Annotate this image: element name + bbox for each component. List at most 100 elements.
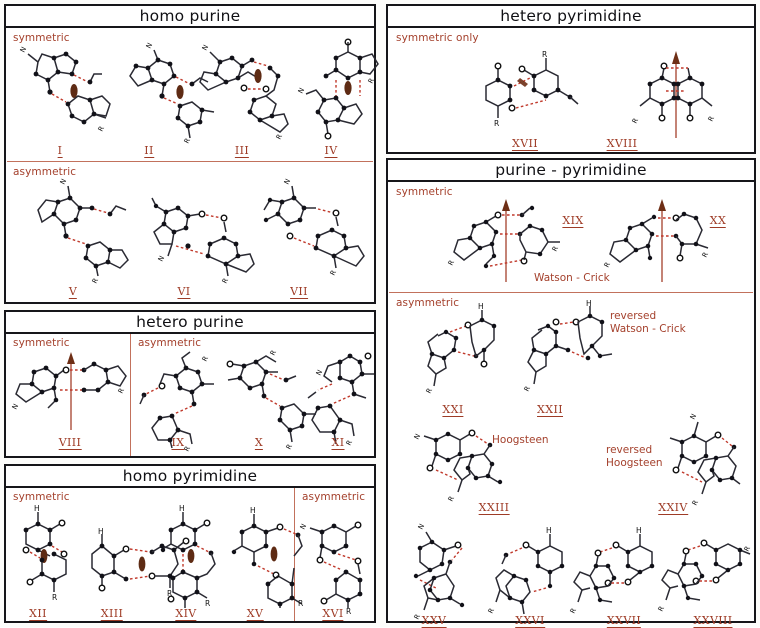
panel-title-hetero-purine: hetero purine	[6, 312, 374, 334]
section-divider-vertical	[130, 334, 131, 456]
panel-title-text: hetero purine	[136, 313, 244, 331]
numeral-I: I	[57, 144, 63, 158]
section-label-symmetric: symmetric	[13, 337, 70, 349]
structure-VIII: N R	[11, 348, 130, 434]
note-reversed-hoogsteen: reversed Hoogsteen	[606, 444, 663, 470]
structure-IV: R	[294, 38, 380, 146]
numeral-III: III	[234, 144, 250, 158]
svg-text:R: R	[167, 589, 172, 598]
svg-text:R: R	[367, 77, 376, 85]
note-line-2: Watson - Crick	[610, 323, 686, 335]
svg-text:R: R	[91, 277, 100, 285]
structure-XXVIII: R	[657, 526, 760, 618]
section-label-asymmetric: asymmetric	[13, 166, 77, 178]
structure-XXVI: H	[487, 526, 586, 618]
svg-text:R: R	[205, 599, 210, 608]
svg-text:R: R	[221, 277, 230, 285]
structure-V: N R	[30, 178, 134, 285]
panel-title-text: hetero pyrimidine	[500, 7, 642, 25]
numeral-IX: IX	[171, 436, 185, 450]
numeral-XXIV: XXIV	[658, 501, 688, 515]
svg-text:R: R	[551, 245, 560, 253]
numeral-XV: XV	[246, 607, 264, 621]
structure-XI: N R	[304, 346, 388, 447]
structure-VI: N R	[146, 188, 256, 285]
numeral-VI: VI	[177, 285, 191, 299]
svg-text:R: R	[631, 117, 640, 125]
panel-body-homo-purine: symmetric N	[6, 28, 379, 302]
svg-text:H: H	[586, 299, 592, 308]
panel-homo-pyrimidine: homo pyrimidine symmetric asymmetric H	[4, 464, 376, 623]
structure-XXIII: N	[404, 420, 514, 516]
structure-XIX: R	[444, 198, 574, 284]
svg-text:R: R	[701, 251, 710, 259]
svg-text:R: R	[707, 115, 716, 123]
note-line-1: reversed	[606, 444, 653, 456]
numeral-XXV: XXV	[421, 614, 447, 628]
svg-text:R: R	[117, 387, 126, 395]
svg-text:R: R	[329, 269, 338, 277]
structure-XIII: H	[88, 527, 198, 604]
svg-text:N: N	[59, 178, 69, 186]
note-line-1: reversed	[610, 310, 657, 322]
section-divider-homo-purine	[7, 161, 373, 162]
section-label-symmetric-only: symmetric only	[396, 32, 479, 44]
structure-IX: R R	[138, 350, 224, 453]
structure-XXV: N	[402, 523, 486, 621]
panel-purine-pyrimidine: purine - pyrimidine symmetric	[386, 158, 756, 628]
svg-text:H: H	[34, 504, 40, 513]
structure-XX: R R	[603, 198, 730, 284]
panel-title-text: purine - pyrimidine	[495, 161, 647, 179]
svg-text:N: N	[417, 523, 427, 531]
dyad-symbol-ellipse	[70, 84, 78, 98]
panel-title-homo-pyrimidine: homo pyrimidine	[6, 466, 374, 488]
svg-text:H: H	[250, 506, 256, 515]
svg-text:R: R	[487, 607, 496, 615]
structure-VII: N	[258, 178, 368, 277]
atom-label-N: N	[19, 46, 29, 54]
svg-text:R: R	[183, 445, 192, 453]
svg-text:N: N	[689, 413, 699, 421]
panel-body-homo-pyrimidine: symmetric asymmetric H	[6, 488, 374, 621]
svg-text:N: N	[315, 369, 325, 377]
panel-title-purine-pyrimidine: purine - pyrimidine	[388, 160, 754, 182]
panel-hetero-purine: hetero purine symmetric asymmetric	[4, 310, 376, 458]
svg-text:R: R	[425, 387, 434, 395]
structure-XXIV: N R	[620, 413, 741, 518]
structure-XVI: N	[299, 512, 376, 616]
structure-XXVII: H	[569, 526, 680, 618]
numeral-XXVIII: XXVIII	[693, 614, 733, 628]
svg-text:R: R	[447, 495, 456, 503]
svg-text:R: R	[345, 439, 354, 447]
svg-text:R: R	[657, 605, 666, 613]
svg-text:N: N	[201, 44, 211, 52]
numeral-VII: VII	[290, 285, 308, 299]
numeral-IV: IV	[324, 144, 338, 158]
svg-text:N: N	[157, 255, 167, 263]
svg-text:R: R	[183, 137, 192, 145]
svg-text:R: R	[275, 133, 284, 141]
svg-text:N: N	[11, 403, 21, 411]
numeral-XIX: XIX	[562, 214, 584, 228]
svg-text:R: R	[201, 355, 210, 363]
svg-text:R: R	[52, 593, 57, 602]
svg-text:R: R	[447, 259, 456, 267]
panel-homo-purine: homo purine symmetric	[4, 4, 379, 304]
svg-text:N: N	[145, 42, 155, 50]
section-label-asymmetric: asymmetric	[396, 297, 460, 309]
section-label-symmetric: symmetric	[13, 491, 70, 503]
numeral-XXVII: XXVII	[606, 614, 642, 628]
numeral-X: X	[254, 436, 264, 450]
numeral-XVII: XVII	[511, 137, 539, 151]
section-label-asymmetric: asymmetric	[138, 337, 202, 349]
svg-text:N: N	[283, 178, 293, 186]
panel-title-text: homo pyrimidine	[122, 467, 258, 485]
numeral-XIII: XIII	[100, 607, 124, 621]
section-label-asymmetric: asymmetric	[302, 491, 366, 503]
svg-text:N: N	[297, 87, 307, 95]
note-hoogsteen: Hoogsteen	[492, 434, 549, 446]
svg-text:H: H	[478, 302, 484, 311]
svg-text:H: H	[546, 526, 552, 535]
svg-text:R: R	[346, 607, 351, 616]
